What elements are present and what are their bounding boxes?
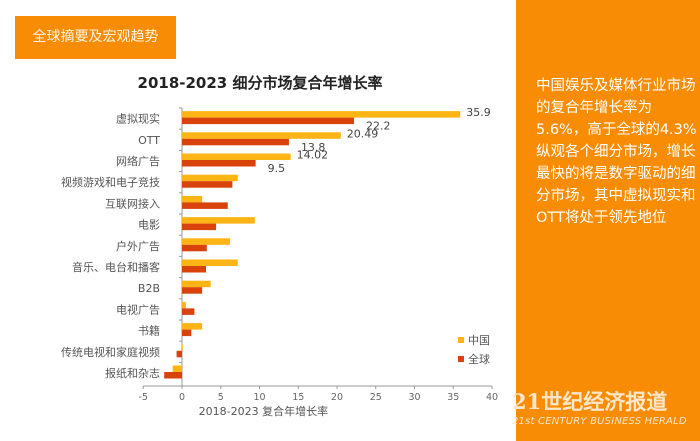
bar-china	[182, 323, 203, 330]
side-panel-text: 中国娱乐及媒体行业市场的复合年增长率为5.6%，高于全球的4.3% 纵观各个细分…	[536, 75, 698, 229]
data-label: 20.49	[347, 127, 379, 140]
bar-global	[182, 266, 207, 273]
legend-item-global: 全球	[458, 349, 490, 368]
bar-global	[182, 138, 289, 146]
x-axis-title: 2018-2023 复合年增长率	[199, 404, 328, 418]
bar-global	[182, 244, 207, 252]
trend-paragraph: 纵观各个细分市场，增长最快的将是数字驱动的细分市场，其中虚拟现实和OTT将处于领…	[536, 144, 696, 226]
bar-china	[182, 280, 211, 288]
x-tick-label: 35	[447, 392, 459, 403]
x-tick-label: 30	[408, 392, 420, 403]
summary-paragraph: 中国娱乐及媒体行业市场的复合年增长率为5.6%，高于全球的4.3%	[536, 78, 697, 138]
data-label: 22.2	[366, 120, 391, 133]
x-tick-label: 0	[179, 392, 185, 403]
section-tag: 全球摘要及宏观趋势	[15, 16, 176, 59]
legend-label-china: 中国	[468, 333, 490, 347]
bar-china	[182, 153, 291, 160]
bar-global	[182, 181, 233, 188]
bar-china	[182, 132, 341, 139]
bar-global	[182, 202, 228, 209]
legend-swatch-china	[458, 336, 464, 343]
bar-china	[182, 174, 238, 182]
bar-china	[182, 344, 183, 351]
data-label: 9.5	[268, 162, 286, 175]
legend-label-global: 全球	[468, 352, 490, 366]
bar-global	[182, 329, 192, 337]
category-label: 虚拟现实	[116, 112, 160, 126]
x-tick-label: -5	[139, 392, 148, 403]
category-label: 书籍	[138, 324, 160, 338]
x-tick-label: 10	[253, 392, 265, 403]
category-label: 互联网接入	[105, 197, 160, 210]
data-label: 35.9	[466, 106, 491, 119]
bar-china	[182, 301, 186, 309]
category-label: OTT	[138, 134, 160, 147]
bar-global	[182, 308, 195, 315]
x-tick-label: 15	[292, 392, 304, 403]
category-label: 视频游戏和电子竞技	[61, 175, 160, 189]
x-tick-label: 40	[486, 392, 498, 403]
x-tick-label: 25	[370, 392, 382, 403]
bar-global	[176, 350, 182, 358]
category-label: 音乐、电台和播客	[72, 260, 160, 274]
category-label: 户外广告	[116, 239, 160, 253]
bar-global	[182, 160, 256, 167]
legend-item-china: 中国	[458, 330, 490, 349]
bar-china	[182, 195, 203, 203]
bar-china	[172, 365, 182, 372]
category-label: B2B	[138, 282, 160, 295]
chart-title: 2018-2023 细分市场复合年增长率	[137, 74, 383, 92]
brand-name-cn: 21世纪经济报道	[512, 389, 668, 414]
legend-swatch-global	[458, 355, 464, 362]
side-panel: 中国娱乐及媒体行业市场的复合年增长率为5.6%，高于全球的4.3% 纵观各个细分…	[516, 0, 700, 441]
bar-china	[182, 217, 255, 224]
brand-logo: 21世纪经济报道 21st CENTURY BUSINESS HERALD	[510, 386, 700, 441]
bar-china	[182, 238, 231, 245]
bar-global	[182, 223, 217, 231]
bar-global	[182, 287, 203, 294]
category-label: 电视广告	[116, 302, 160, 316]
bar-global	[182, 117, 355, 125]
data-label: 14.02	[297, 149, 329, 162]
bar-global	[164, 372, 182, 379]
bar-china	[182, 111, 461, 118]
brand-name-en: 21st CENTURY BUSINESS HERALD	[512, 416, 687, 427]
bar-china	[182, 259, 238, 266]
bar-chart: 虚拟现实 35.9 22.2 OTT 20.49 13.8 网络广告 14.02 9.5 视频游戏…	[61, 106, 498, 418]
category-label: 传统电视和家庭视频	[61, 345, 160, 359]
x-tick-label: 5	[218, 392, 224, 403]
chart-legend: 中国 全球	[458, 330, 490, 368]
category-label: 报纸和杂志	[105, 366, 160, 380]
data-label: 13.8	[301, 141, 326, 154]
category-label: 电影	[138, 219, 160, 232]
x-tick-label: 20	[331, 392, 343, 403]
category-label: 网络广告	[116, 154, 160, 168]
